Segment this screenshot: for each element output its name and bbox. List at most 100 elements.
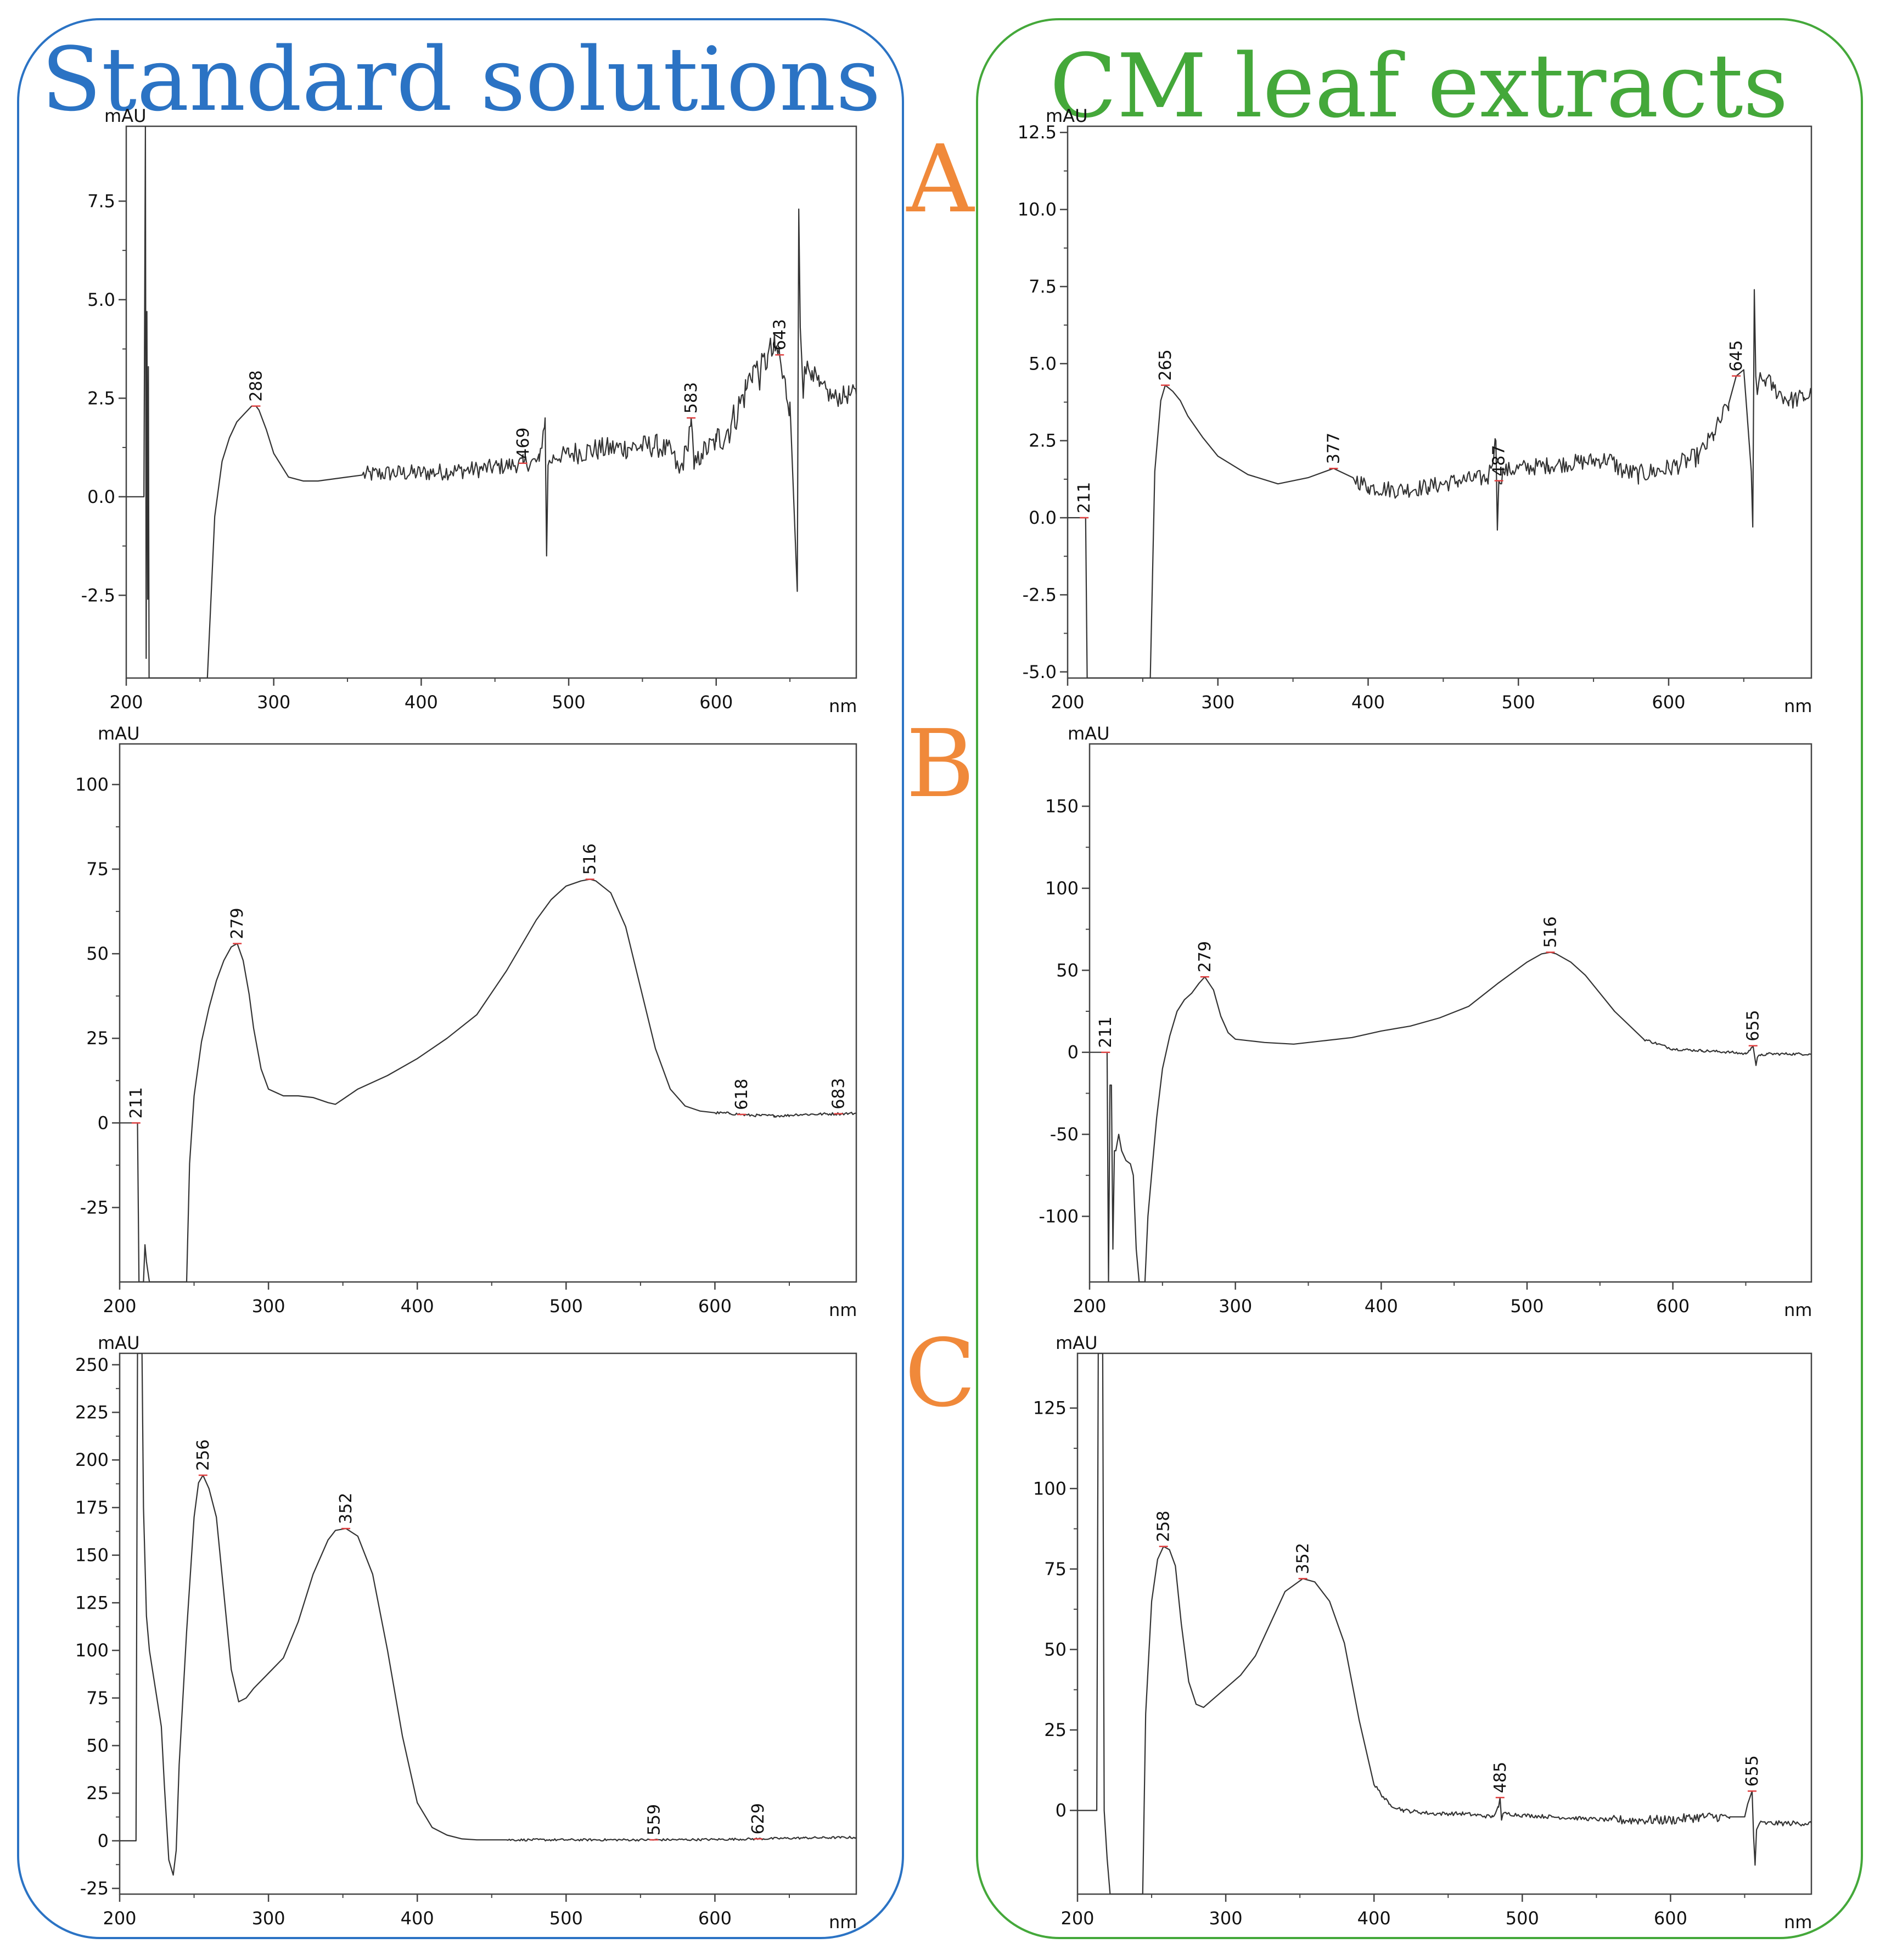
y-tick-label: 0.0 [87,486,115,507]
y-tick-label: 25 [86,1783,109,1804]
x-tick-label: 400 [1365,1296,1398,1317]
x-tick-label: 400 [1351,692,1385,713]
plot-frame [1067,125,1812,679]
x-axis-label: nm [829,1912,857,1933]
peak-label: 352 [1294,1543,1313,1574]
y-tick-label: 5.0 [87,289,115,310]
x-tick-label: 500 [1502,692,1535,713]
peak-label: 469 [514,428,533,459]
y-axis-label: mAU [1056,1332,1097,1353]
peak-label: 279 [228,908,247,939]
y-tick-label: 100 [1033,1478,1067,1499]
y-tick-label: -50 [1050,1124,1079,1145]
x-axis-label: nm [1784,696,1812,716]
peak-label: 211 [1096,1016,1115,1048]
chart-b-left: -25 0 25 50 75 100 200 300 400 500 600 mAU nm 211 279 5… [75,723,857,1320]
x-tick-label: 400 [1357,1908,1391,1929]
peak-label: 352 [336,1493,356,1524]
y-tick-label: 75 [86,859,109,880]
peak-label: 629 [749,1803,768,1834]
right-group-frame [976,18,1863,1939]
y-tick-label: 250 [75,1354,109,1375]
y-tick-label: -25 [80,1197,109,1218]
peak-label: 211 [1075,482,1094,513]
y-tick-label: 125 [1033,1398,1067,1419]
y-tick-label: 2.5 [87,388,115,408]
y-tick-label: 175 [75,1497,109,1518]
y-tick-label: 0 [98,1830,109,1851]
x-tick-label: 300 [1209,1908,1243,1929]
y-tick-label: 100 [75,1640,109,1661]
spectrum-line [1068,289,1811,678]
y-tick-label: 50 [86,1735,109,1756]
x-tick-label: 500 [549,1296,583,1317]
y-tick-label: 10.0 [1018,199,1057,220]
peak-label: 485 [1491,1762,1510,1793]
peak-label: 583 [682,382,701,413]
x-tick-label: 200 [1060,1908,1094,1929]
x-axis-label: nm [829,696,857,716]
x-tick-label: 300 [252,1296,285,1317]
y-tick-label: -2.5 [81,585,115,606]
y-tick-label: 75 [86,1688,109,1709]
y-tick-label: 0 [1068,1042,1079,1063]
chart-a-right: -5.0 -2.5 0.0 2.5 5.0 7.5 10.0 12.5 200 300 400 500… [1018,105,1812,716]
peak-label: 645 [1727,340,1746,372]
peak-label: 288 [246,370,266,401]
y-axis-label: mAU [98,723,139,744]
x-axis-label: nm [1784,1300,1812,1320]
x-tick-label: 400 [405,692,438,713]
y-tick-label: 50 [1044,1639,1067,1660]
x-tick-label: 400 [401,1296,434,1317]
y-axis-label: mAU [1046,105,1087,126]
y-tick-label: 2.5 [1029,430,1057,451]
x-tick-label: 600 [1654,1908,1687,1929]
y-tick-label: 7.5 [1029,276,1057,297]
spectrum-line [1078,1353,1811,1894]
plot-frame [119,1352,857,1895]
peak-label: 377 [1325,433,1344,464]
x-tick-label: 300 [1201,692,1234,713]
spectrum-line [120,878,856,1282]
chart-b-right: -100 -50 0 50 100 150 200 300 400 500 600 mAU nm 211 2… [1039,723,1812,1320]
y-axis-label: mAU [98,1332,139,1353]
panel-letter-a: A [906,125,975,234]
y-tick-label: 100 [1045,878,1079,899]
y-tick-label: -100 [1039,1206,1079,1227]
x-tick-label: 500 [1506,1908,1539,1929]
x-tick-label: 200 [109,692,143,713]
peak-label: 211 [127,1087,146,1118]
y-tick-label: 0 [1056,1800,1067,1821]
peak-label: 516 [1541,916,1560,948]
x-tick-label: 600 [698,1908,732,1929]
y-axis-label: mAU [104,105,146,126]
plot-frame [1076,1352,1812,1895]
x-tick-label: 600 [1652,692,1685,713]
x-tick-label: 600 [1656,1296,1690,1317]
peak-label: 655 [1743,1755,1762,1787]
x-tick-label: 300 [1219,1296,1252,1317]
spectrum-line [120,1353,856,1876]
x-tick-label: 600 [699,692,733,713]
y-tick-label: 125 [75,1592,109,1613]
peak-label: 618 [732,1079,751,1110]
y-tick-label: 0 [98,1112,109,1133]
peak-label: 559 [644,1804,664,1835]
y-tick-label: -25 [80,1878,109,1899]
peak-label: 279 [1196,941,1215,972]
y-tick-label: 5.0 [1029,353,1057,374]
peak-label: 516 [581,843,600,875]
peak-label: 683 [829,1078,848,1109]
y-tick-label: 12.5 [1018,122,1057,143]
chart-c-left: -25 0 25 50 75 100 125 150 175 200 225 250 200 300 400… [75,1332,857,1933]
y-tick-label: 7.5 [87,191,115,211]
y-tick-label: 150 [1045,796,1079,817]
x-tick-label: 600 [698,1296,732,1317]
y-tick-label: 50 [86,943,109,964]
panel-letter-b: B [906,710,975,819]
x-tick-label: 400 [401,1908,434,1929]
peak-label: 265 [1156,349,1175,380]
y-axis-label: mAU [1068,723,1109,744]
